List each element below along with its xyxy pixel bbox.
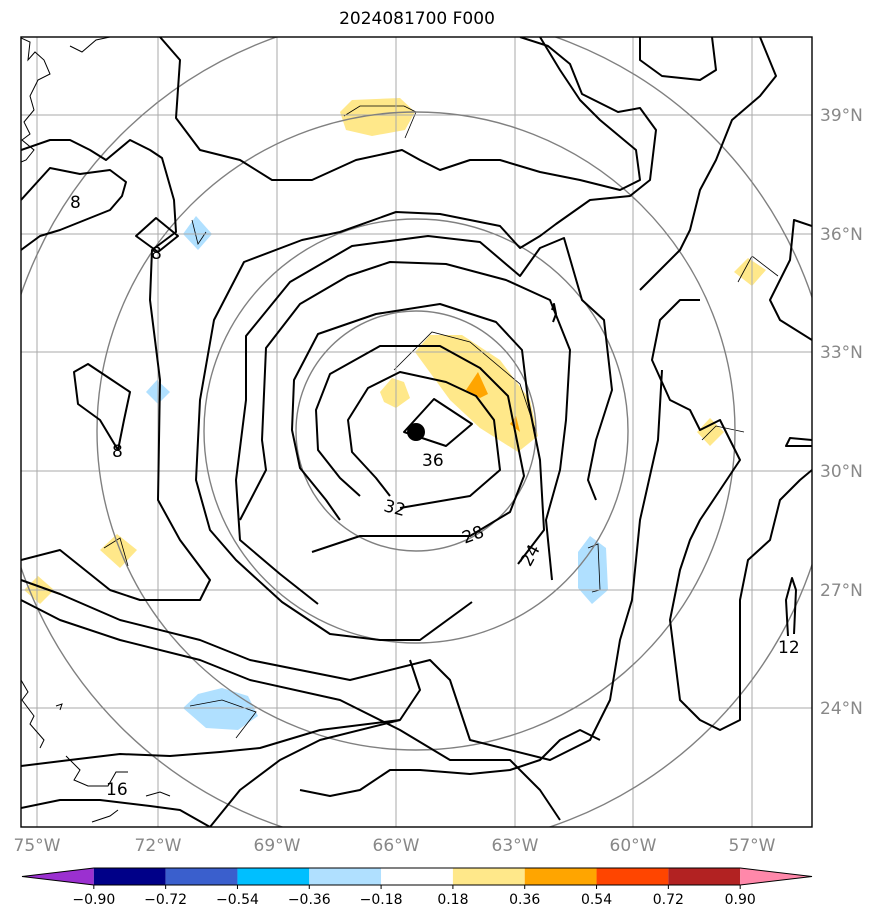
contour-outer-4: [209, 659, 421, 827]
lon-label: 60°W: [610, 836, 657, 856]
contour-28: [311, 345, 525, 553]
contour-8-loop-east: [73, 363, 131, 451]
patch-outline: [587, 543, 601, 593]
contour-label: 8: [70, 193, 81, 213]
colorbar-tick-label: 0.72: [653, 892, 684, 908]
colorbar-tick-label: −0.18: [360, 892, 403, 908]
negative-anomaly-patch: [578, 536, 608, 604]
colorbar-tick-label: 0.54: [581, 892, 612, 908]
contour-outer-2: [235, 235, 613, 605]
storm-center-marker: [407, 423, 425, 441]
lon-label: 75°W: [14, 836, 61, 856]
contour-small: [551, 303, 557, 323]
colorbar-tick-label: 0.90: [725, 892, 756, 908]
contour-bottom: [21, 799, 211, 827]
colorbar-segment: [740, 868, 812, 885]
patch-outline: [191, 219, 207, 245]
colorbar-segment: [524, 868, 597, 885]
colorbar: −0.90 −0.72 −0.54 −0.36 −0.18 0.18 0.36 0.54 0.7…: [21, 867, 813, 908]
contour-outer-1: [239, 261, 571, 581]
contour-outer-13: [785, 437, 812, 447]
contour-32: [347, 371, 501, 509]
colorbar-segment: [668, 868, 741, 885]
colorbar-segment: [22, 868, 94, 885]
contour-label: 36: [422, 451, 444, 471]
colorbar-tick-label: 0.18: [437, 892, 468, 908]
contour-36: [403, 398, 473, 447]
lon-label: 57°W: [729, 836, 776, 856]
contour-outer-6: [21, 599, 561, 821]
range-ring: [96, 111, 736, 751]
colorbar-tick-label: −0.36: [288, 892, 331, 908]
contour-outer-3: [195, 37, 657, 641]
contour-label: 16: [106, 780, 128, 800]
shaded-outline-layer: [103, 105, 779, 739]
lon-label: 66°W: [373, 836, 420, 856]
contour-outer-12: [769, 219, 812, 341]
colorbar-segment: [93, 868, 166, 885]
negative-anomaly-patch: [183, 688, 258, 730]
lon-label: 69°W: [254, 836, 301, 856]
contour-outer-7: [21, 139, 211, 601]
colorbar-tick-label: −0.90: [72, 892, 115, 908]
contour-outer-10: [639, 37, 717, 81]
lat-label: 24°N: [820, 699, 863, 719]
patch-outline: [103, 537, 129, 567]
positive-anomaly-patch: [380, 378, 410, 408]
strong-positive-anomaly-patch: [466, 372, 488, 398]
colorbar-tick-label: −0.72: [144, 892, 187, 908]
coastline-islands: [145, 791, 171, 797]
contour-outer-8: [21, 167, 127, 251]
coastline-bahamas: [21, 679, 45, 749]
negative-anomaly-patch: [183, 216, 212, 250]
contour-label: 12: [778, 638, 800, 658]
contour-bottom-2: [299, 729, 601, 797]
lat-label: 39°N: [820, 106, 863, 126]
lat-label: 27°N: [820, 581, 863, 601]
contour-24: [291, 303, 545, 565]
colorbar-segment: [452, 868, 525, 885]
coastline-islands: [65, 755, 128, 787]
latitude-axis: 39°N 36°N 33°N 30°N 27°N 24°N: [820, 106, 863, 719]
positive-anomaly-patch: [734, 258, 766, 286]
chart-title: 2024081700 F000: [339, 9, 495, 29]
colorbar-tick-label: 0.36: [509, 892, 540, 908]
map-frame: [20, 36, 813, 828]
coastline-islands: [91, 809, 119, 823]
colorbar-segment: [309, 868, 382, 885]
contour-outer-9: [159, 37, 641, 191]
colorbar-segment: [596, 868, 669, 885]
lon-label: 63°W: [492, 836, 539, 856]
lat-label: 33°N: [820, 343, 863, 363]
patch-outline: [189, 699, 257, 739]
range-ring: [203, 218, 629, 644]
patch-outline: [393, 331, 537, 433]
positive-anomaly-patch: [100, 534, 137, 568]
patch-outline: [343, 105, 417, 139]
coastline-islands: [55, 703, 63, 711]
colorbar-tick-label: −0.54: [216, 892, 259, 908]
colorbar-segment: [165, 868, 238, 885]
lat-label: 36°N: [820, 225, 863, 245]
contour-8-loop: [135, 217, 179, 253]
colorbar-segment: [237, 868, 310, 885]
contour-outer-11: [639, 37, 777, 291]
contour-lines: [21, 37, 812, 827]
contour-label: 8: [151, 244, 162, 264]
lon-label: 72°W: [135, 836, 182, 856]
contour-12: [785, 577, 797, 637]
longitude-axis: 75°W 72°W 69°W 66°W 63°W 60°W 57°W: [14, 836, 776, 856]
range-ring: [295, 310, 537, 552]
range-rings: [21, 37, 812, 827]
lat-label: 30°N: [820, 462, 863, 482]
contour-label: 8: [112, 442, 123, 462]
coastline-nova-scotia: [69, 37, 111, 53]
contour-16: [21, 719, 401, 767]
contour-outer-5: [21, 369, 663, 761]
contour-outer-14: [651, 299, 812, 731]
colorbar-segment: [381, 868, 453, 885]
